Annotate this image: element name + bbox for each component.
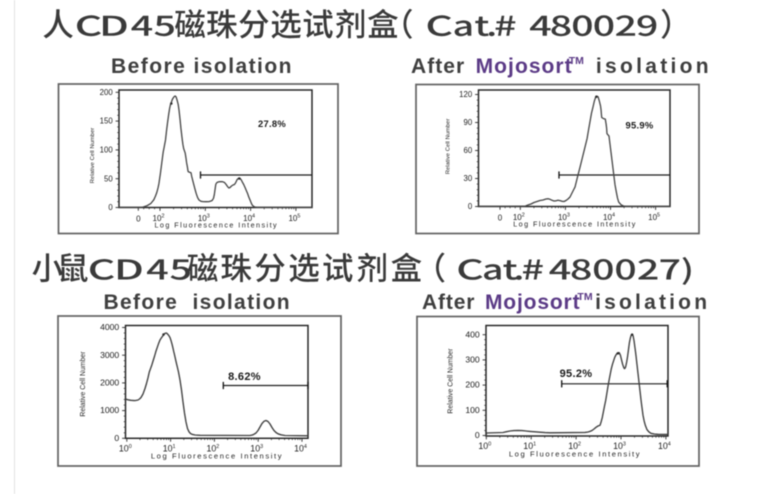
svg-text:Log Fluorescence Intensity: Log Fluorescence Intensity xyxy=(513,219,637,228)
svg-text:100: 100 xyxy=(100,146,114,155)
svg-text:0: 0 xyxy=(468,202,473,211)
svg-text:400: 400 xyxy=(465,329,480,339)
svg-text:103: 103 xyxy=(613,441,626,451)
svg-text:3000: 3000 xyxy=(100,350,119,360)
svg-text:105: 105 xyxy=(288,214,300,223)
svg-text:100: 100 xyxy=(119,443,132,453)
svg-text:103: 103 xyxy=(558,213,570,222)
svg-text:Relative Cell Number: Relative Cell Number xyxy=(90,128,96,184)
svg-text:120: 120 xyxy=(459,90,473,99)
svg-text:150: 150 xyxy=(100,117,114,126)
svg-text:200: 200 xyxy=(100,88,114,97)
svg-text:0: 0 xyxy=(475,430,480,440)
svg-text:300: 300 xyxy=(465,355,480,365)
svg-text:102: 102 xyxy=(568,441,581,451)
svg-text:103: 103 xyxy=(198,214,210,223)
svg-text:95.9%: 95.9% xyxy=(625,120,653,131)
svg-text:101: 101 xyxy=(163,443,176,453)
svg-text:100: 100 xyxy=(465,405,480,415)
svg-text:Log Fluorescence Intensity: Log Fluorescence Intensity xyxy=(509,450,641,459)
svg-text:30: 30 xyxy=(464,174,473,183)
svg-text:1000: 1000 xyxy=(100,405,119,415)
svg-text:103: 103 xyxy=(250,443,263,453)
svg-text:Relative Cell Number: Relative Cell Number xyxy=(80,351,87,417)
svg-text:Relative Cell Number: Relative Cell Number xyxy=(446,119,452,175)
svg-text:200: 200 xyxy=(465,380,480,390)
svg-text:105: 105 xyxy=(648,213,660,222)
svg-text:0: 0 xyxy=(136,215,141,224)
svg-text:102: 102 xyxy=(513,213,525,222)
svg-text:104: 104 xyxy=(243,214,255,223)
svg-text:104: 104 xyxy=(603,213,615,222)
svg-text:0: 0 xyxy=(114,433,119,443)
svg-text:60: 60 xyxy=(464,146,473,155)
svg-text:Relative Cell Number: Relative Cell Number xyxy=(448,348,455,414)
svg-text:0: 0 xyxy=(108,203,113,212)
svg-text:104: 104 xyxy=(658,441,671,451)
svg-text:27.8%: 27.8% xyxy=(258,118,286,129)
svg-text:101: 101 xyxy=(523,441,536,451)
svg-text:8.62%: 8.62% xyxy=(228,371,261,383)
svg-text:102: 102 xyxy=(207,443,220,453)
svg-text:0: 0 xyxy=(498,214,503,223)
svg-text:50: 50 xyxy=(104,174,113,183)
svg-text:100: 100 xyxy=(478,441,491,451)
svg-text:104: 104 xyxy=(294,443,307,453)
svg-text:4000: 4000 xyxy=(100,322,119,332)
svg-text:Log Fluorescence Intensity: Log Fluorescence Intensity xyxy=(154,220,278,229)
svg-text:2000: 2000 xyxy=(100,378,119,388)
svg-text:Log Fluorescence Intensity: Log Fluorescence Intensity xyxy=(151,451,283,460)
svg-text:95.2%: 95.2% xyxy=(560,368,593,380)
svg-text:102: 102 xyxy=(153,214,165,223)
svg-text:90: 90 xyxy=(464,118,473,127)
